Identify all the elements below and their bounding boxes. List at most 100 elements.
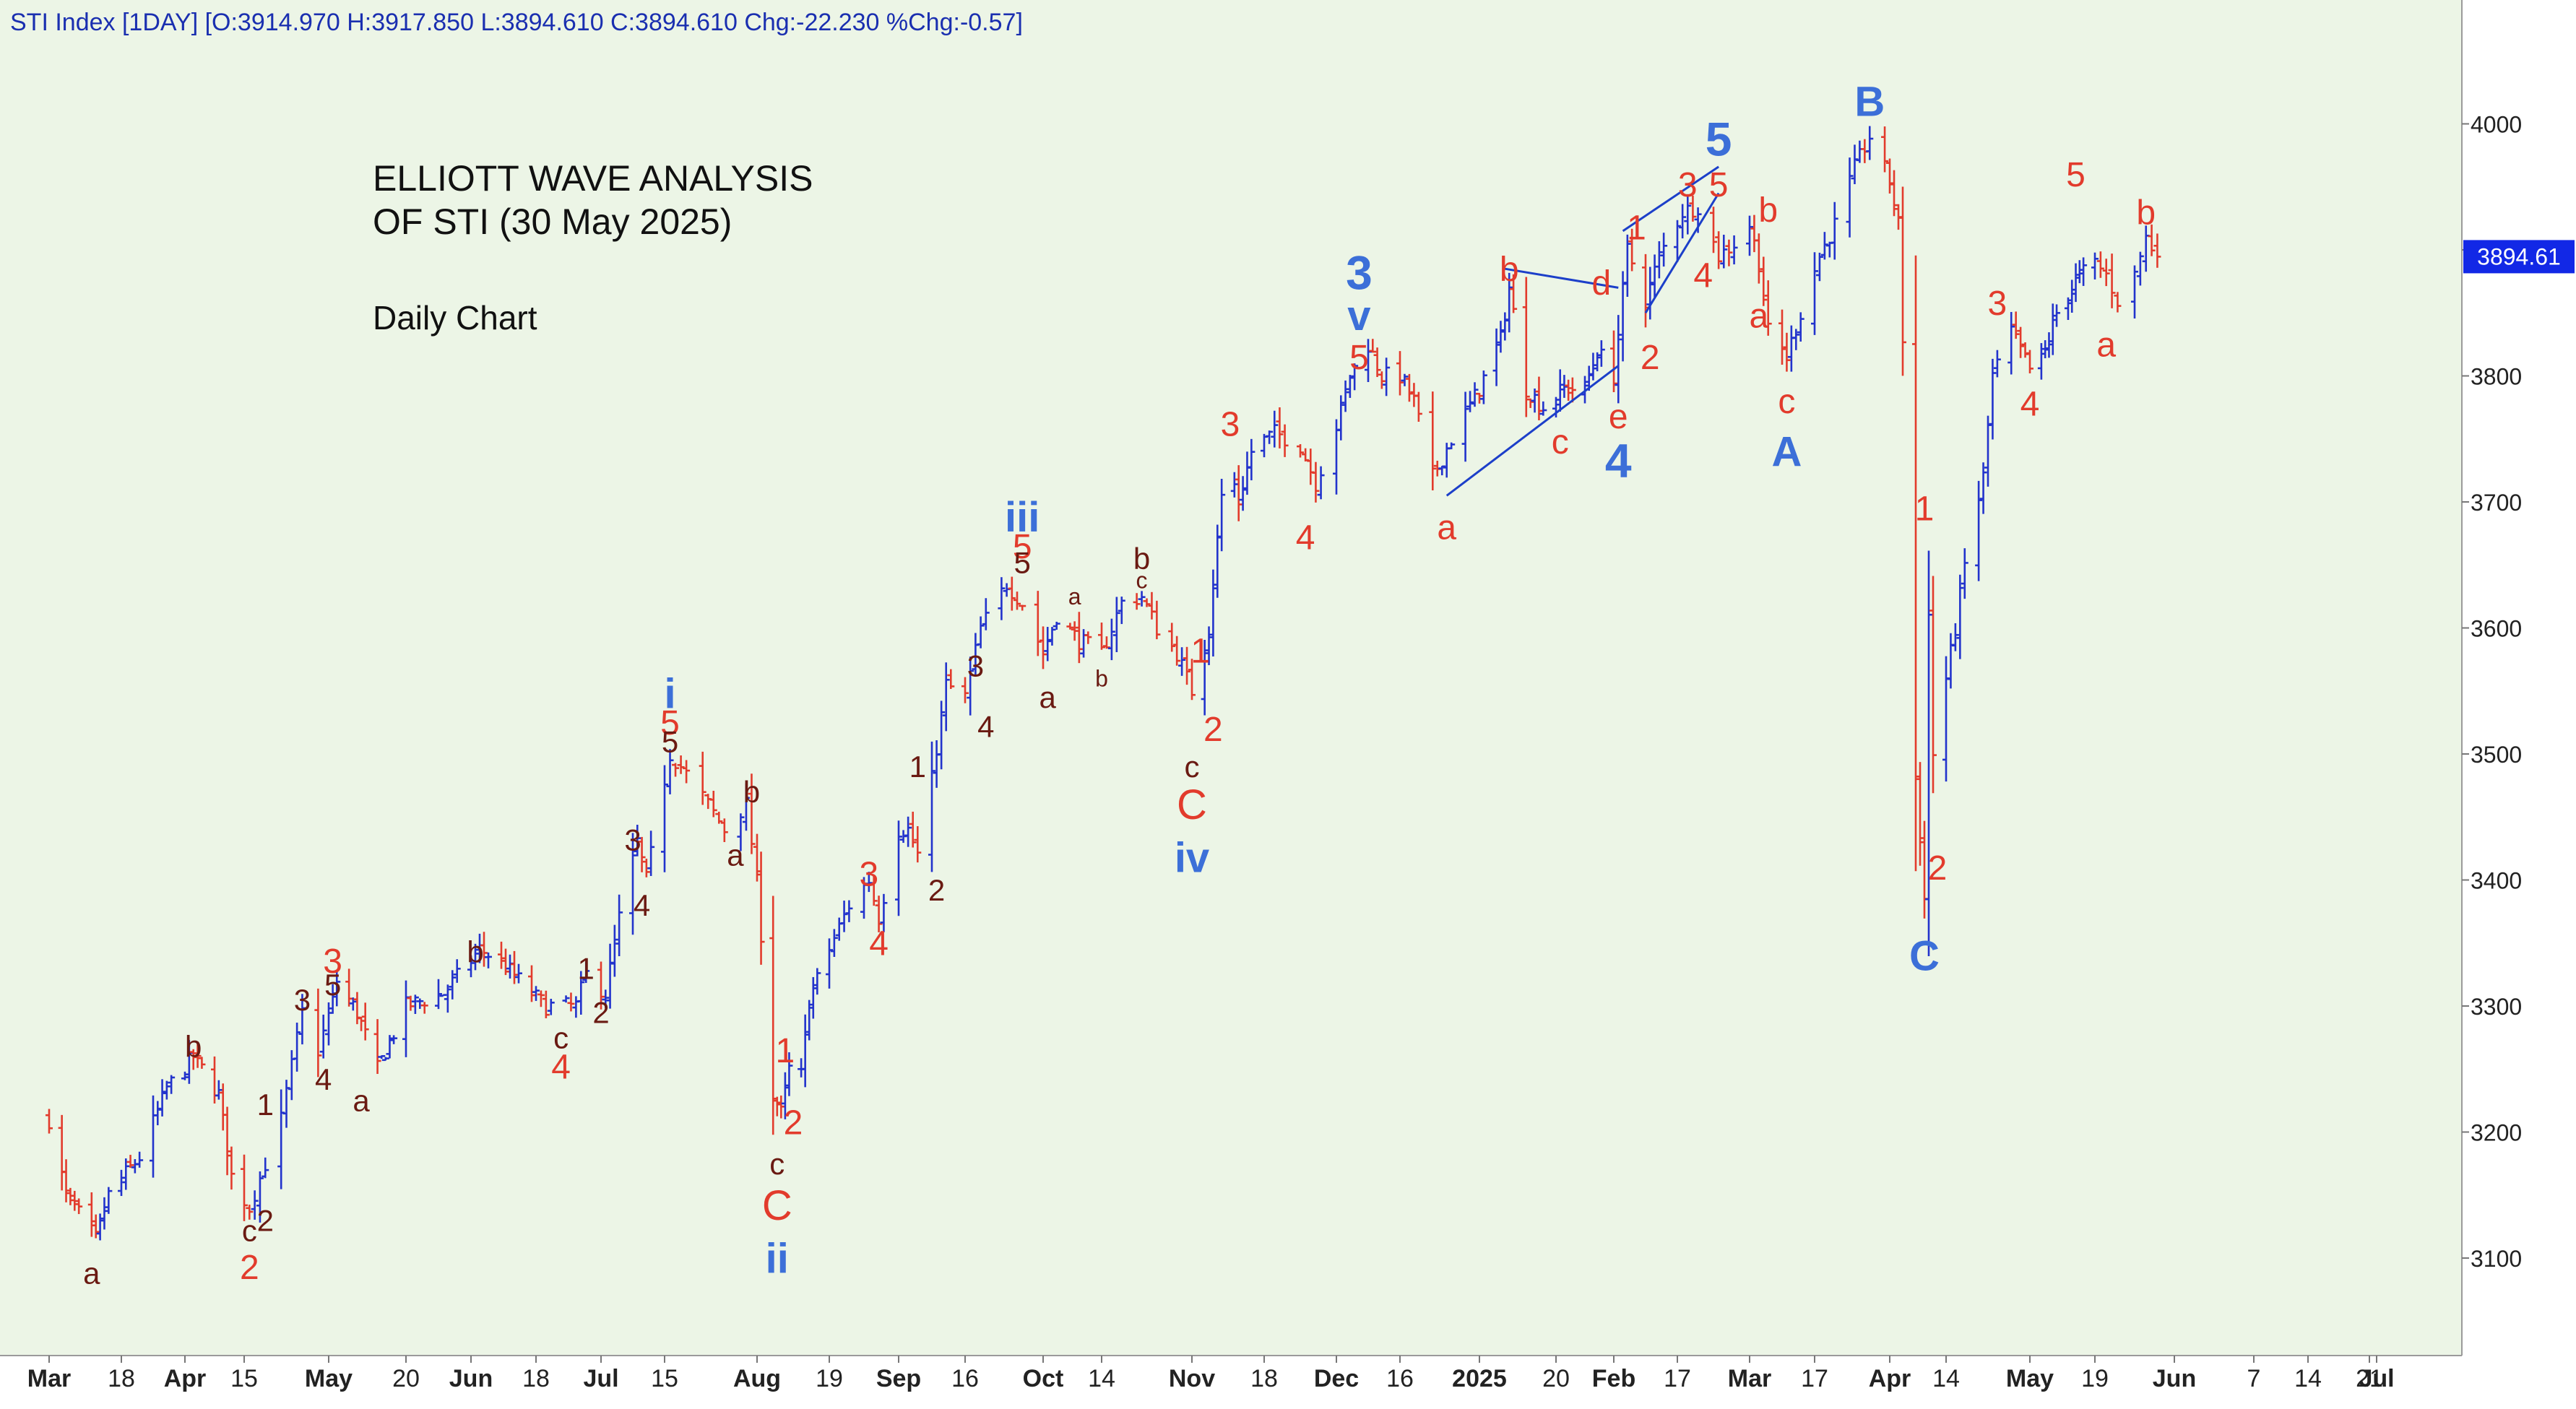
ohlc-bar (1589, 352, 1597, 381)
ohlc-bar (262, 1157, 269, 1179)
ohlc-bar (629, 833, 636, 935)
ohlc-bar (709, 790, 717, 818)
ohlc-bar (870, 876, 878, 906)
wave-label: ii (766, 1235, 789, 1282)
trendline (1644, 192, 1720, 314)
wave-label: 4 (551, 1049, 571, 1087)
wave-label: 3 (1221, 406, 1240, 444)
wave-label: c (242, 1213, 257, 1247)
wave-label: 5 (2066, 156, 2086, 194)
ohlc-bar (773, 1096, 781, 1117)
ohlc-bar (801, 1014, 809, 1088)
ohlc-bar (1218, 478, 1226, 552)
wave-label: 5 (1013, 528, 1032, 566)
wave-label: a (727, 838, 744, 872)
ohlc-bar (1214, 524, 1222, 598)
ohlc-bar (498, 941, 505, 969)
wave-label: c (1185, 750, 1200, 784)
ohlc-bar (1107, 618, 1115, 661)
ohlc-bar (2153, 233, 2161, 268)
ohlc-bar (845, 900, 853, 922)
ohlc-bar (1098, 623, 1105, 650)
ohlc-bar (168, 1075, 176, 1094)
ohlc-bar (638, 836, 646, 872)
ohlc-bar (345, 968, 353, 1007)
ohlc-bar (528, 965, 535, 1002)
ohlc-bar (947, 669, 955, 689)
x-tick-label: May (2006, 1365, 2054, 1392)
wave-label: 3 (1346, 246, 1373, 300)
x-tick-label: Apr (1869, 1365, 1911, 1392)
ohlc-bar (567, 992, 575, 1012)
wave-label: b (1095, 666, 1108, 692)
ohlc-bar (1239, 476, 1247, 511)
ohlc-bar (860, 877, 868, 919)
plot-area[interactable] (0, 0, 2462, 1356)
ohlc-bar (1297, 444, 1304, 458)
ohlc-bar (1916, 762, 1924, 866)
wave-label: 2 (784, 1104, 803, 1142)
x-tick-label: Sep (876, 1365, 921, 1392)
ohlc-bar (1539, 401, 1547, 416)
x-axis-ticks: Mar 18 Apr 15 May 20 Jun 18 Jul 15 Aug 19 Sep 16 Oct 14… (27, 1356, 2395, 1392)
x-tick-label: May (305, 1365, 353, 1392)
ohlc-bar (1317, 466, 1325, 500)
ohlc-bar (1811, 252, 1818, 335)
wave-label: 3 (323, 942, 342, 981)
ohlc-bar (1979, 462, 1987, 514)
ohlc-bar (1183, 646, 1191, 685)
ohlc-bar (647, 831, 655, 876)
ohlc-bar (840, 901, 848, 932)
ohlc-bar (329, 984, 337, 1014)
wave-label: c (553, 1020, 569, 1054)
wave-label: b (185, 1030, 202, 1064)
ohlc-bar (542, 990, 550, 1018)
ohlc-bar (1594, 352, 1602, 372)
ohlc-bar (1797, 312, 1805, 342)
ohlc-bar (1066, 623, 1074, 630)
ohlc-bar (1075, 612, 1083, 664)
x-tick-label: 20 (1542, 1365, 1570, 1392)
ohlc-bar (381, 1057, 389, 1062)
ohlc-bar (1975, 480, 1983, 581)
ohlc-bar (1312, 461, 1320, 503)
x-tick-label: 2025 (1452, 1365, 1507, 1392)
ohlc-bar (880, 893, 888, 932)
ohlc-bar (597, 961, 605, 1010)
ohlc-bar (1235, 465, 1242, 521)
ohlc-bar (1565, 379, 1573, 401)
ohlc-bar (449, 970, 457, 1000)
ohlc-bar (1956, 574, 1964, 659)
ohlc-bar (1783, 332, 1791, 372)
trendlines (1445, 165, 1720, 497)
ohlc-bar (378, 1055, 386, 1059)
ohlc-bar (62, 1159, 70, 1202)
ohlc-bar (194, 1041, 202, 1068)
x-tick-label: 19 (2081, 1365, 2109, 1392)
ohlc-bar (1143, 598, 1151, 607)
wave-label: 5 (662, 724, 678, 758)
ohlc-bar (1461, 391, 1469, 462)
wave-label: B (1854, 78, 1885, 125)
ohlc-bar (251, 1190, 259, 1220)
x-tick-label: Mar (27, 1365, 71, 1392)
x-tick-label: Jun (2153, 1365, 2196, 1392)
ohlc-bar (1505, 272, 1513, 333)
ohlc-bar (435, 979, 442, 1010)
ohlc-bar (977, 616, 985, 649)
ohlc-bar (1778, 309, 1786, 365)
wave-label: 3 (624, 823, 641, 857)
ohlc-bar (1205, 626, 1213, 665)
ohlc-bar (472, 943, 479, 971)
wave-label: b (2136, 194, 2156, 232)
wave-label: 5 (1706, 113, 1732, 166)
x-tick-label: Apr (164, 1365, 207, 1392)
wave-label: 2 (240, 1249, 259, 1287)
ohlc-bar (1429, 391, 1437, 491)
ohlc-bar (1414, 391, 1422, 422)
ohlc-bar (634, 824, 641, 857)
ohlc-bar (1501, 312, 1509, 341)
ohlc-bar (333, 970, 341, 1007)
ohlc-bar (298, 994, 306, 1045)
